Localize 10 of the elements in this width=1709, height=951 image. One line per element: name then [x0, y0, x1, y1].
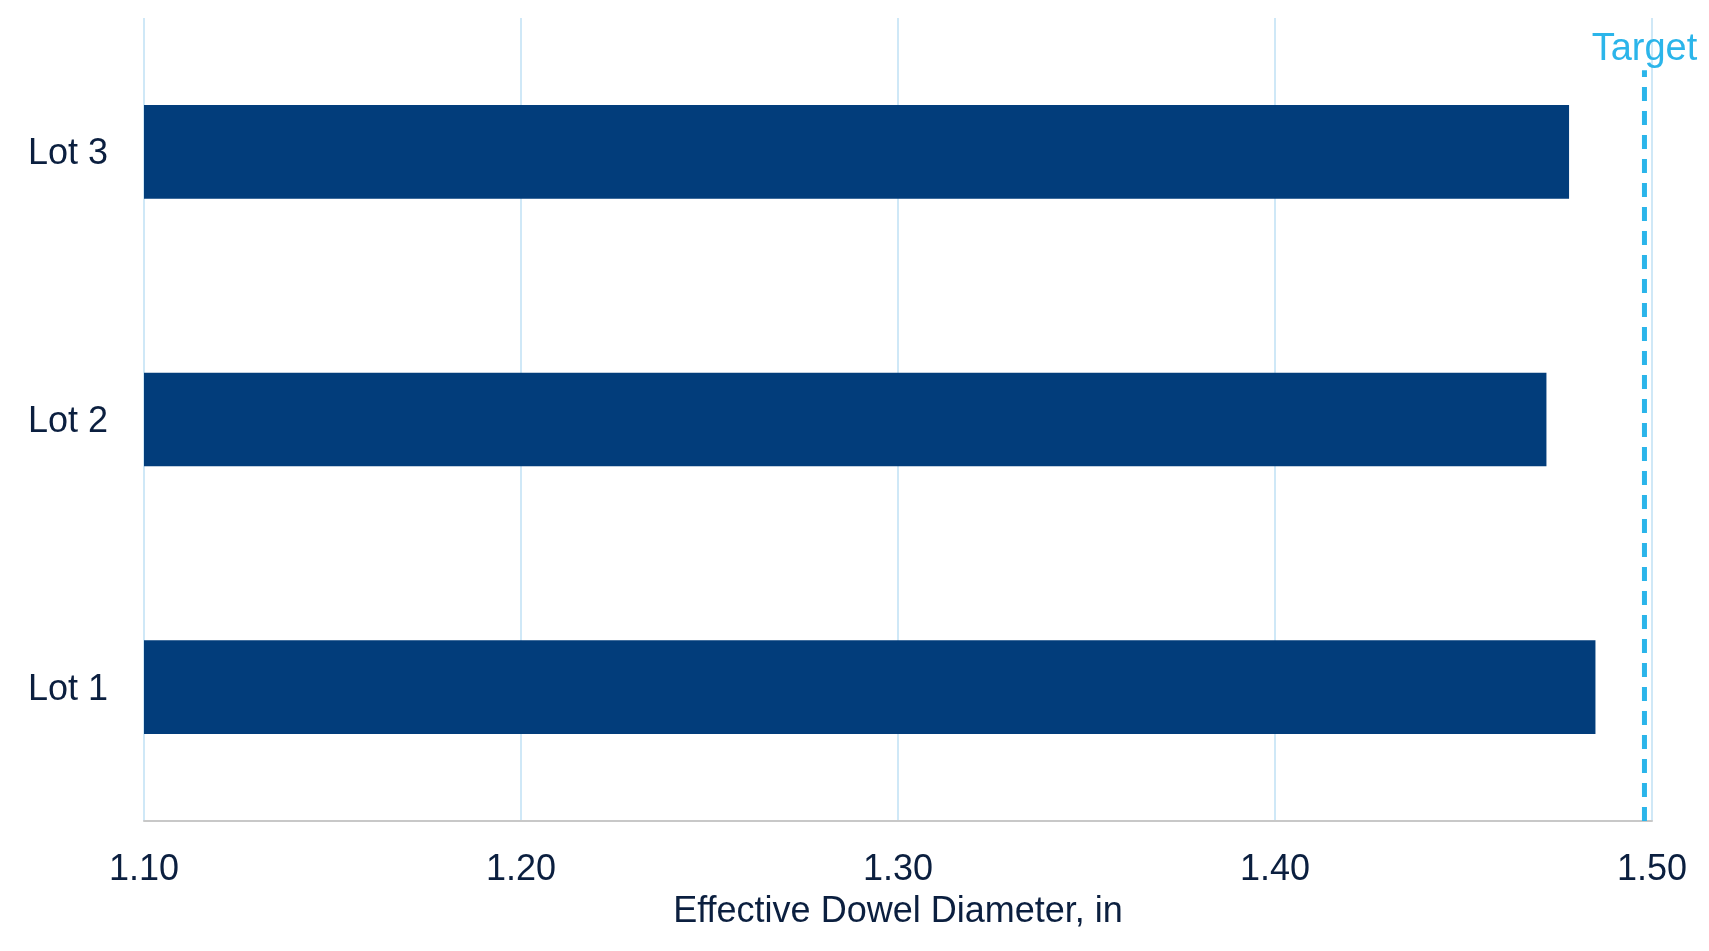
x-axis-title: Effective Dowel Diameter, in [673, 888, 1123, 930]
x-tick-label: 1.20 [485, 846, 557, 888]
ref-line-label: Target [1591, 26, 1698, 69]
x-tick-label: 1.10 [108, 846, 180, 888]
x-tick-label: 1.40 [1239, 846, 1311, 888]
y-tick-label: Lot 2 [27, 399, 108, 440]
y-tick-label: Lot 1 [27, 666, 108, 708]
x-tick-label: 1.30 [862, 846, 934, 888]
y-tick-label: Lot 3 [27, 131, 108, 173]
x-tick-label: 1.50 [1616, 846, 1688, 888]
